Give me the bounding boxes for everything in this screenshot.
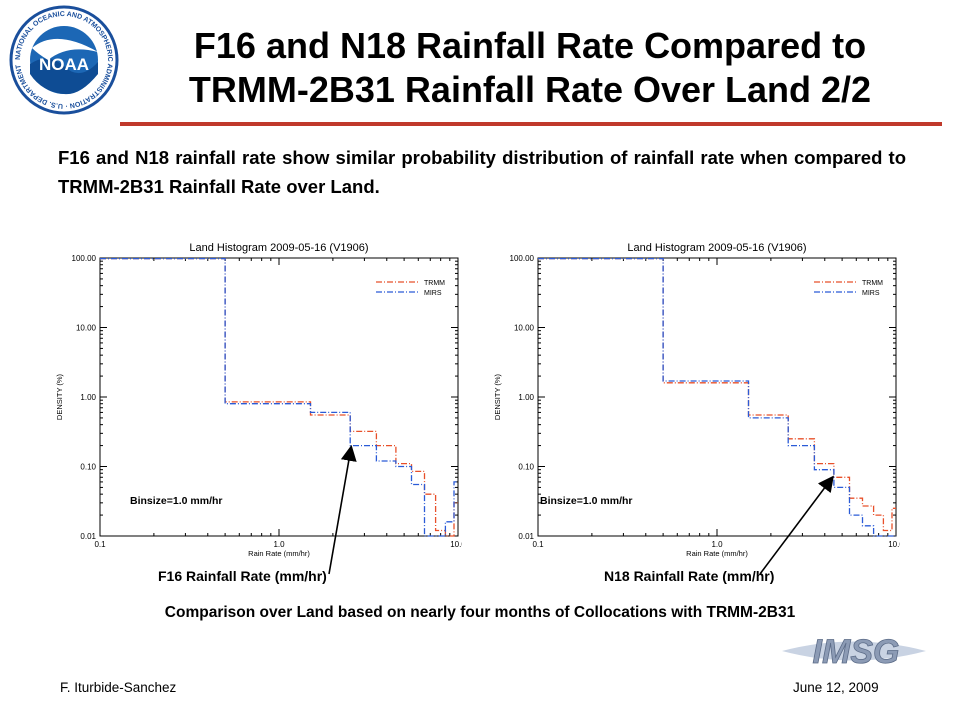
left-histogram-chart: Land Histogram 2009-05-16 (V1906) 100.00 1… (50, 236, 462, 558)
y-tick-label: 10.00 (514, 324, 535, 333)
x-tick-label: 1.0 (273, 540, 285, 549)
y-tick-label: 100.00 (510, 254, 535, 263)
y-tick-label: 100.00 (72, 254, 97, 263)
y-tick-label: 10.00 (76, 324, 97, 333)
y-tick-label: 0.01 (518, 532, 534, 541)
description-text: F16 and N18 rainfall rate show similar p… (58, 147, 906, 197)
y-axis-label: DENSITY (%) (55, 373, 64, 420)
right-histogram-chart: Land Histogram 2009-05-16 (V1906) 100.00 1… (488, 236, 900, 558)
chart-title: Land Histogram 2009-05-16 (V1906) (627, 242, 806, 254)
slide-title: F16 and N18 Rainfall Rate Compared to TR… (120, 24, 940, 112)
legend-label-trmm: TRMM (862, 280, 883, 287)
series-line-mirs (100, 257, 458, 537)
legend-label-mirs: MIRS (424, 290, 442, 297)
binsize-annotation: Binsize=1.0 mm/hr (130, 495, 223, 507)
y-tick-label: 0.10 (80, 463, 96, 472)
left-chart-caption: F16 Rainfall Rate (mm/hr) (158, 568, 327, 584)
x-tick-label: 10.0 (450, 540, 462, 549)
noaa-logo: NATIONAL OCEANIC AND ATMOSPHERIC ADMINIS… (8, 4, 119, 115)
author: F. Iturbide-Sanchez (60, 680, 177, 695)
series-line-trmm (538, 257, 896, 532)
imsg-logo: IMSG (782, 633, 926, 671)
chart-title: Land Histogram 2009-05-16 (V1906) (189, 242, 368, 254)
noaa-logo-text: NOAA (39, 55, 89, 74)
binsize-annotation: Binsize=1.0 mm/hr (540, 495, 633, 507)
x-axis-label: Rain Rate (mm/hr) (248, 549, 310, 558)
y-tick-label: 1.00 (518, 393, 534, 402)
y-axis-label: DENSITY (%) (493, 373, 502, 420)
legend-label-trmm: TRMM (424, 280, 445, 287)
y-tick-label: 1.00 (80, 393, 96, 402)
comparison-note: Comparison over Land based on nearly fou… (164, 604, 796, 621)
legend-label-mirs: MIRS (862, 290, 880, 297)
y-tick-label: 0.10 (518, 463, 534, 472)
y-tick-label: 0.01 (80, 532, 96, 541)
title-divider (120, 122, 942, 126)
title-line-2: TRMM-2B31 Rainfall Rate Over Land 2/2 (188, 69, 872, 110)
title-line-1: F16 and N18 Rainfall Rate Compared to (193, 25, 867, 66)
x-tick-label: 0.1 (532, 540, 544, 549)
x-axis-label: Rain Rate (mm/hr) (686, 549, 748, 558)
right-chart-caption: N18 Rainfall Rate (mm/hr) (604, 568, 775, 584)
x-tick-label: 1.0 (711, 540, 723, 549)
x-tick-label: 10.0 (888, 540, 900, 549)
imsg-logo-text: IMSG (813, 633, 900, 671)
date: June 12, 2009 (793, 680, 879, 695)
x-tick-label: 0.1 (94, 540, 106, 549)
